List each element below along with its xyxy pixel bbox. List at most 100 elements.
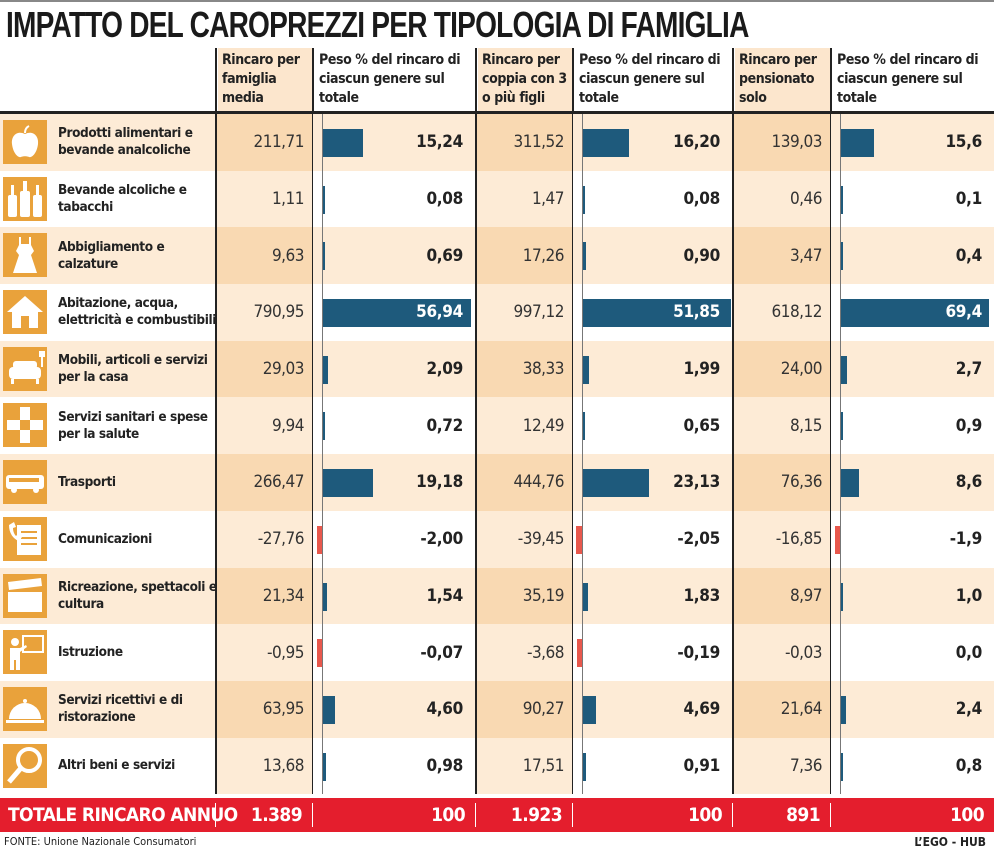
rincaro-value: -27,76 — [215, 510, 312, 568]
peso-bar — [841, 412, 843, 441]
peso-bar — [841, 695, 847, 724]
document-icon — [3, 516, 47, 561]
column-divider — [830, 227, 831, 285]
rincaro-value: 21,64 — [732, 680, 830, 738]
column-divider — [830, 340, 831, 398]
column-divider — [215, 454, 217, 511]
peso-bar — [841, 752, 843, 781]
total-value: 1.389 — [250, 804, 303, 826]
peso-value: 69,4 — [945, 302, 982, 323]
rincaro-value: 21,34 — [215, 567, 312, 625]
column-header: Rincaro per famiglia media — [218, 48, 312, 111]
peso-bar — [841, 355, 847, 384]
column-divider — [572, 624, 573, 681]
column-divider — [475, 397, 477, 455]
peso-bar — [323, 412, 325, 441]
peso-value: 51,85 — [673, 302, 720, 323]
peso-bar — [841, 299, 989, 328]
column-divider — [215, 284, 217, 341]
bottles-icon — [3, 176, 47, 221]
column-header: Peso % del rincaro di ciascun genere sul… — [579, 52, 721, 106]
peso-bar — [323, 299, 471, 328]
column-divider — [475, 624, 477, 681]
column-divider — [572, 510, 573, 568]
rincaro-value: 9,94 — [215, 397, 312, 455]
clapperboard-icon — [3, 573, 47, 618]
peso-value: 0,1 — [955, 189, 983, 210]
column-divider — [572, 680, 573, 738]
category-label: Prodotti alimentari e bevande analcolich… — [58, 125, 193, 159]
total-value: 100 — [431, 804, 465, 826]
peso-bar — [323, 129, 363, 157]
column-divider — [312, 624, 313, 681]
column-divider — [312, 48, 314, 114]
bar-axis — [840, 397, 841, 455]
column-divider — [732, 567, 734, 625]
table-row: Servizi sanitari e spese per la salute 9,… — [0, 397, 994, 455]
bar-axis — [322, 227, 323, 285]
bar-axis — [322, 397, 323, 455]
total-divider — [475, 803, 476, 827]
bar-axis — [840, 680, 841, 738]
bar-axis — [322, 624, 323, 681]
category-label: Altri beni e servizi — [58, 757, 175, 774]
table-row: Servizi ricettivi e di ristorazione 63,95… — [0, 680, 994, 738]
bar-axis — [322, 737, 323, 795]
peso-value: 1,83 — [683, 585, 720, 606]
peso-value: 0,4 — [955, 245, 983, 266]
column-divider — [830, 48, 832, 114]
column-divider — [312, 680, 313, 738]
peso-value: 4,69 — [683, 699, 720, 720]
column-divider — [732, 284, 734, 341]
rincaro-value: 790,95 — [215, 284, 312, 341]
bar-axis — [840, 170, 841, 228]
bar-axis — [322, 284, 323, 341]
dress-icon — [3, 233, 47, 278]
house-icon — [3, 290, 47, 335]
bar-axis — [840, 737, 841, 795]
peso-bar — [841, 582, 844, 611]
column-divider — [572, 114, 573, 171]
table-row: Istruzione -0,95 -0,07 -3,68 -0,19 -0,03 0,0 — [0, 624, 994, 681]
category-label: Servizi ricettivi e di ristorazione — [58, 692, 183, 726]
column-divider — [475, 454, 477, 511]
peso-bar — [583, 752, 586, 781]
category-label: Comunicazioni — [58, 530, 152, 547]
bar-axis — [582, 680, 583, 738]
category-label: Servizi sanitari e spese per la salute — [58, 408, 208, 442]
bar-axis — [322, 454, 323, 511]
column-divider — [215, 737, 217, 795]
peso-bar — [583, 695, 597, 724]
column-divider — [830, 170, 831, 228]
column-divider — [312, 114, 313, 171]
rincaro-value: 8,97 — [732, 567, 830, 625]
rincaro-value: 38,33 — [475, 340, 572, 398]
rincaro-value: 139,03 — [732, 114, 830, 171]
column-divider — [475, 48, 477, 114]
column-divider — [215, 48, 217, 114]
peso-value: 4,60 — [426, 699, 463, 720]
total-label: TOTALE RINCARO ANNUO — [8, 804, 238, 826]
column-divider — [475, 737, 477, 795]
bar-axis — [582, 510, 583, 568]
column-divider — [215, 510, 217, 568]
peso-value: -0,07 — [420, 642, 463, 663]
bar-axis — [840, 567, 841, 625]
column-divider — [215, 227, 217, 285]
bar-axis — [840, 624, 841, 681]
bar-axis — [322, 170, 323, 228]
rincaro-value: 618,12 — [732, 284, 830, 341]
negative-bar — [577, 639, 582, 668]
column-divider — [830, 284, 831, 341]
credit: L’EGO - HUB — [914, 835, 986, 849]
column-divider — [312, 340, 313, 398]
total-value: 100 — [950, 804, 984, 826]
peso-value: 0,91 — [683, 755, 720, 776]
peso-value: 0,9 — [955, 415, 983, 436]
bar-axis — [840, 454, 841, 511]
peso-value: 2,09 — [426, 359, 463, 380]
peso-value: 2,4 — [955, 699, 983, 720]
bar-axis — [582, 114, 583, 171]
column-divider — [830, 737, 831, 795]
peso-value: 23,13 — [673, 472, 720, 493]
